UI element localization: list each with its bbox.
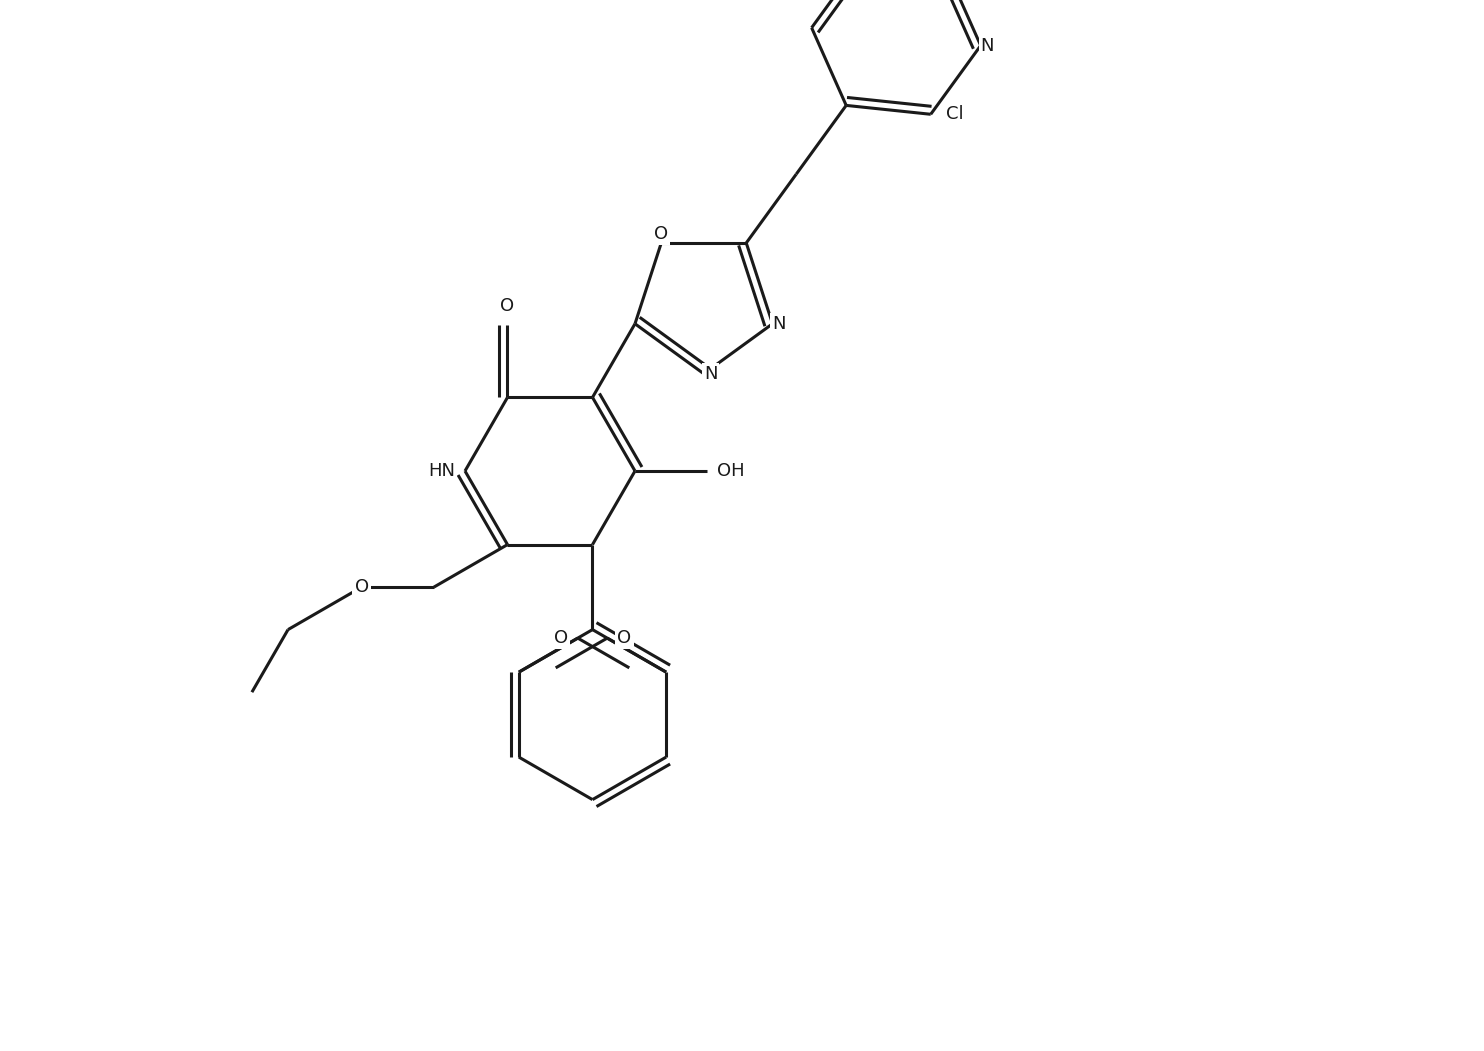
Text: HN: HN — [427, 462, 456, 480]
Text: O: O — [617, 630, 631, 647]
Text: OH: OH — [717, 462, 745, 480]
Text: O: O — [554, 630, 568, 647]
Text: N: N — [773, 315, 787, 333]
Text: O: O — [500, 297, 515, 315]
Text: N: N — [703, 365, 717, 383]
Text: O: O — [654, 225, 668, 243]
Text: N: N — [981, 37, 994, 55]
Text: O: O — [355, 578, 368, 596]
Text: Cl: Cl — [945, 105, 963, 123]
